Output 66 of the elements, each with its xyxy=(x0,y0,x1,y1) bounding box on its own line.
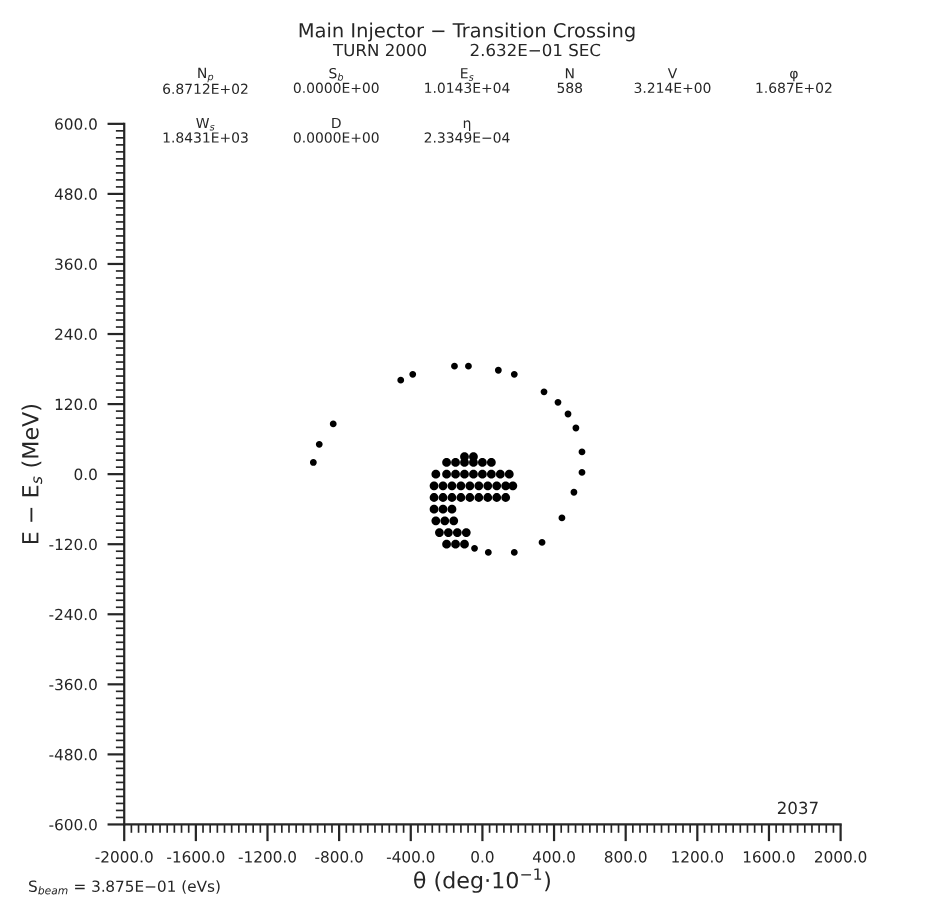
point xyxy=(486,469,496,479)
point xyxy=(538,539,546,546)
point xyxy=(447,504,457,514)
point xyxy=(431,516,441,526)
point xyxy=(460,469,469,479)
point xyxy=(435,528,444,537)
point xyxy=(471,544,478,552)
point xyxy=(578,469,586,476)
point xyxy=(442,458,451,467)
point xyxy=(456,481,466,491)
point xyxy=(438,504,448,514)
chart-title: Main Injector − Transition Crossing xyxy=(299,22,635,42)
point xyxy=(449,516,459,526)
point xyxy=(438,481,448,491)
point xyxy=(478,458,487,467)
point xyxy=(492,481,502,491)
point xyxy=(484,548,492,556)
point xyxy=(483,481,493,491)
point xyxy=(329,420,337,428)
point xyxy=(443,528,453,537)
point xyxy=(460,539,469,549)
point xyxy=(465,362,472,370)
point xyxy=(486,458,496,467)
point xyxy=(451,362,458,370)
point xyxy=(504,469,514,479)
x-axis-title: θ (deg·10$^{−1}$) xyxy=(414,868,550,893)
point xyxy=(447,481,457,491)
point xyxy=(494,366,502,374)
point xyxy=(451,469,460,479)
point xyxy=(501,493,511,502)
point xyxy=(510,548,518,556)
point xyxy=(474,493,484,502)
point xyxy=(465,493,475,502)
point xyxy=(429,481,439,491)
point xyxy=(510,370,518,378)
annotation: 2037 xyxy=(777,801,818,815)
point xyxy=(451,539,460,549)
point xyxy=(469,469,478,479)
point xyxy=(465,481,475,491)
point xyxy=(309,459,317,466)
point xyxy=(451,458,460,467)
point xyxy=(397,376,405,384)
point xyxy=(456,493,466,502)
point xyxy=(492,493,502,502)
point xyxy=(315,440,323,448)
point xyxy=(447,493,457,502)
point xyxy=(474,481,484,491)
point xyxy=(452,528,462,537)
point xyxy=(438,493,448,502)
chart-subtitle: TURN 2000 2.632E−01 SEC xyxy=(332,43,601,57)
point xyxy=(570,488,578,496)
point xyxy=(429,504,439,514)
point xyxy=(508,481,518,491)
point xyxy=(440,516,450,526)
point xyxy=(483,493,493,502)
point xyxy=(478,469,487,479)
point xyxy=(429,493,439,502)
point xyxy=(554,398,562,406)
point xyxy=(495,469,505,479)
point xyxy=(501,481,511,491)
point xyxy=(442,469,451,479)
point xyxy=(442,539,451,549)
y-axis-title: E − E$_{s}$ (MeV) xyxy=(21,404,43,544)
point xyxy=(409,370,417,378)
point xyxy=(431,469,441,479)
point xyxy=(461,528,471,537)
